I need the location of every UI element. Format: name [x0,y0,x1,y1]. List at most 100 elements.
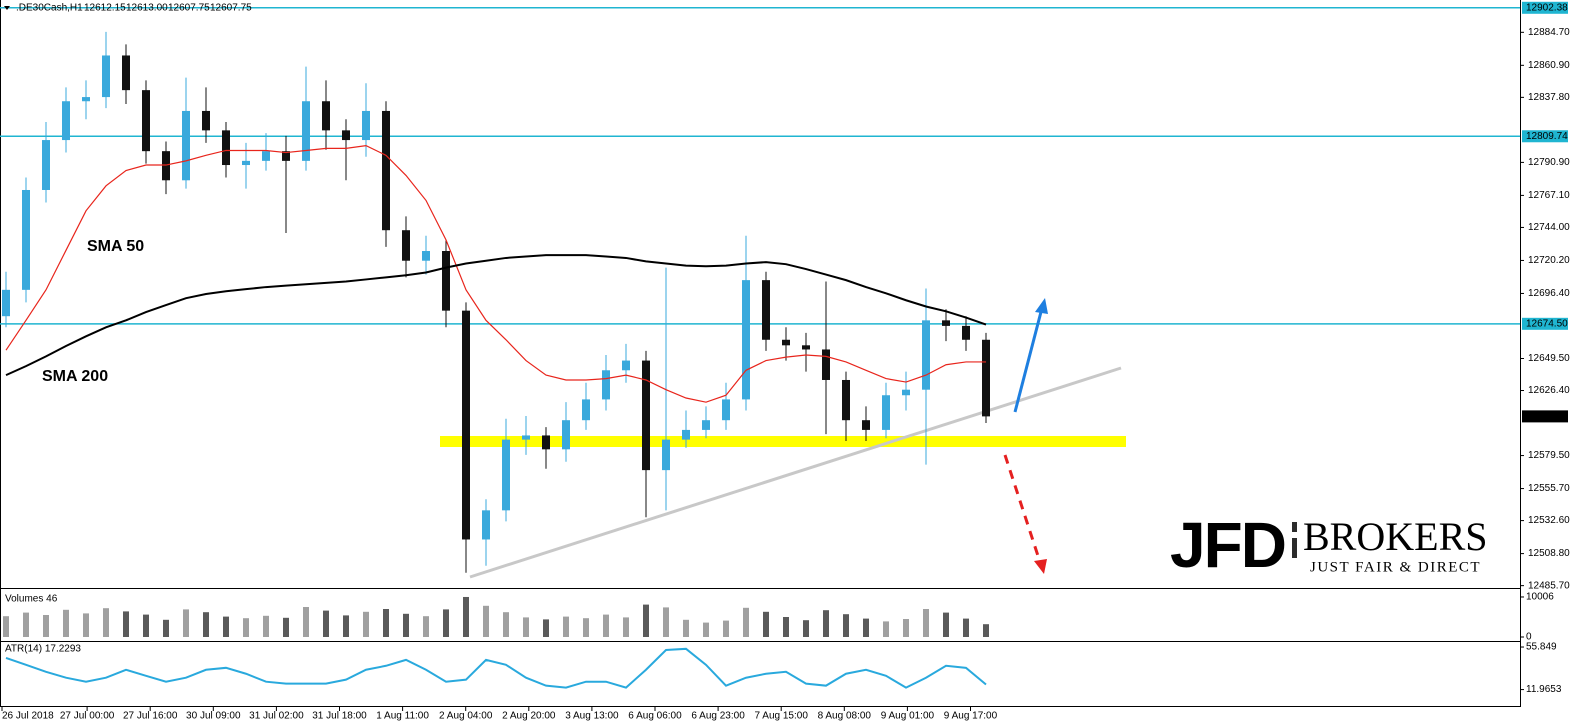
ohlc-value: 12612.15 [84,3,126,14]
level-label: 12674.50 [1526,318,1568,329]
sma-label: SMA 50 [87,238,144,255]
candle-body [102,55,110,98]
volume-bar [443,609,449,637]
y-tick-label: 12555.70 [1528,483,1570,494]
y-tick-label: 10006 [1526,592,1554,603]
volume-bar [543,619,549,637]
candle-body [82,97,90,102]
candle-body [462,310,470,540]
sma-label: SMA 200 [42,368,108,385]
x-tick-label: 7 Aug 15:00 [755,711,809,722]
y-tick-label: 12884.70 [1528,27,1570,38]
volume-bar [763,611,769,637]
volume-bar [303,607,309,637]
volume-bar [823,610,829,637]
volume-bar [923,609,929,637]
candle-body [522,435,530,440]
y-tick-label: 12696.40 [1528,288,1570,299]
panel-title: ATR(14) 17.2293 [5,644,81,655]
candle-body [622,360,630,371]
candle-body [362,110,370,141]
bear-arrow-head [1034,559,1047,574]
candle-body [642,360,650,471]
symbol: .DE30Cash,H1 [16,3,83,14]
y-tick-label: 12790.90 [1528,157,1570,168]
level-label: 12902.38 [1526,2,1568,13]
x-tick-label: 6 Aug 06:00 [628,711,682,722]
volume-bar [643,604,649,637]
volume-bar [463,596,469,637]
x-tick-label: 30 Jul 09:00 [186,711,241,722]
candle-body [342,130,350,141]
candle-body [182,110,190,181]
y-tick-label: 12626.40 [1528,385,1570,396]
volume-bar [903,619,909,637]
trendline [469,366,1122,579]
y-tick-label: 12720.20 [1528,255,1570,266]
atr-line [5,647,987,689]
candle-body [322,101,330,131]
volume-bar [263,615,269,637]
volume-bar [603,614,609,637]
x-tick-label: 9 Aug 01:00 [881,711,935,722]
current-price-label: 12607.75 [1526,411,1568,422]
candle-body [162,151,170,181]
candle-body [202,110,210,131]
volume-bar [223,616,229,637]
volume-bar [883,621,889,637]
volume-bar [383,609,389,637]
volume-bar [343,615,349,637]
y-tick-label: 0 [1526,632,1532,643]
volume-bar [623,617,629,637]
volume-bar [503,612,509,637]
candle-body [222,130,230,166]
logo-bar [1292,522,1297,532]
x-tick-label: 1 Aug 11:00 [376,711,429,722]
volume-bar [3,616,9,637]
candle-body [282,151,290,161]
candle-body [982,339,990,417]
menu-triangle [4,6,10,10]
level-tag [1522,130,1568,143]
y-tick-label: 55.849 [1526,642,1557,653]
volume-bar [843,614,849,637]
candle-body [22,189,30,290]
volume-bar [23,612,29,637]
volume-bar [143,614,149,637]
y-tick-label: 12767.10 [1528,190,1570,201]
y-tick-label: 12485.70 [1528,580,1570,591]
candle-body [582,399,590,421]
candle-body [42,140,50,190]
volume-bar [163,619,169,637]
candle-body [682,429,690,440]
volume-bar [43,615,49,637]
main-panel [0,7,1520,573]
y-tick-label: 12744.00 [1528,222,1570,233]
volume-bar [283,617,289,637]
candle-body [502,439,510,511]
y-tick-label: 11.9653 [1526,684,1562,695]
volume-bar [863,618,869,637]
current-price-tag [1522,410,1568,423]
volume-bar [363,611,369,637]
x-tick-label: 31 Jul 02:00 [249,711,304,722]
level-label: 12809.74 [1526,131,1568,142]
volume-bar [83,613,89,637]
candle-body [662,439,670,471]
x-tick-label: 31 Jul 18:00 [312,711,367,722]
bear-arrow [1003,454,1042,563]
candle-body [2,289,10,317]
volume-bar [63,609,69,637]
volume-bar [203,612,209,637]
volume-bar [703,622,709,637]
volume-bar [183,609,189,637]
volume-bar [783,617,789,637]
y-tick-label: 12579.50 [1528,450,1570,461]
x-tick-label: 3 Aug 13:00 [565,711,619,722]
candle-body [482,510,490,540]
candle-body [422,251,430,261]
y-tick-label: 12649.50 [1528,353,1570,364]
x-tick-label: 6 Aug 23:00 [691,711,745,722]
ohlc-value: 12607.75 [210,3,252,14]
x-tick-label: 2 Aug 04:00 [439,711,493,722]
